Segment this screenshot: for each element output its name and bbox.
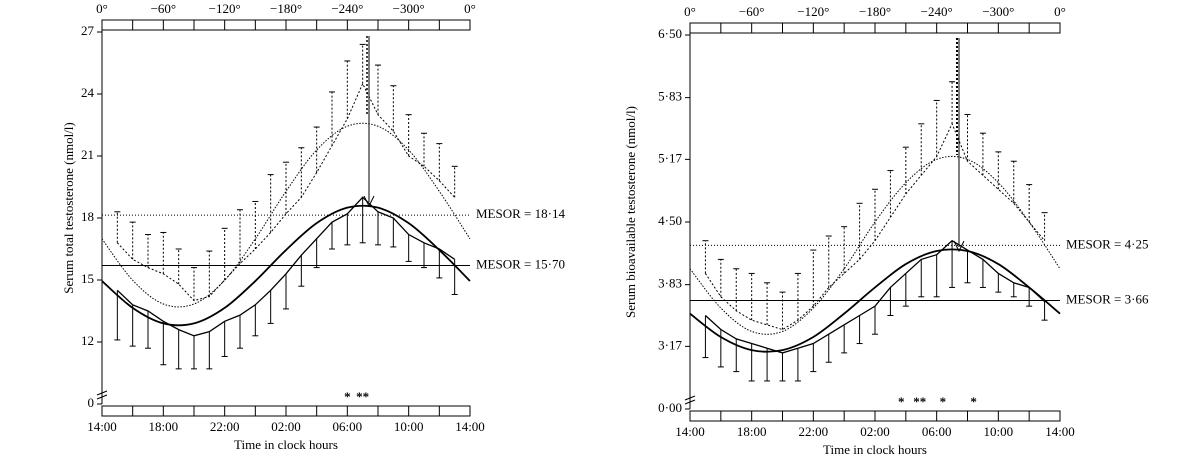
x-tick-label: 14:00 [455, 419, 485, 434]
significance-mark: * [898, 394, 905, 409]
y-tick-label: 27 [81, 23, 95, 38]
fitted-curve [101, 122, 471, 308]
mesor-label: MESOR = 3·66 [1066, 292, 1149, 307]
mesor-label: MESOR = 15·70 [476, 257, 565, 272]
top-tick-label: −300° [982, 4, 1014, 19]
x-tick-label: 14:00 [1045, 424, 1075, 439]
top-tick-label: −240° [331, 1, 363, 16]
top-tick-label: 0° [1054, 4, 1066, 19]
x-tick-label: 14:00 [87, 419, 117, 434]
x-tick-label: 06:00 [922, 424, 952, 439]
top-tick-label: 0° [684, 4, 696, 19]
x-tick-label: 02:00 [860, 424, 890, 439]
top-tick-label: −120° [209, 1, 241, 16]
y-tick-label: 5·17 [658, 150, 682, 165]
significance-mark: ** [356, 389, 369, 404]
y-tick-label: 12 [81, 333, 94, 348]
top-tick-label: 0° [464, 1, 476, 16]
x-axis-label: Time in clock hours [234, 437, 338, 452]
x-tick-label: 14:00 [675, 424, 705, 439]
data-line [116, 196, 456, 337]
x-tick-label: 10:00 [984, 424, 1014, 439]
axis-break [684, 395, 696, 405]
y-axis-label: Serum bioavailable testosterone (nmol/l) [623, 106, 638, 318]
top-tick-label: −180° [859, 4, 891, 19]
fitted-curve [689, 248, 1061, 353]
y-tick-label: 0·00 [658, 400, 682, 415]
x-tick-label: 02:00 [271, 419, 301, 434]
mesor-label: MESOR = 4·25 [1066, 236, 1148, 251]
y-tick-label: 6·50 [658, 26, 682, 41]
data-line [704, 122, 1045, 331]
axis-break [96, 390, 108, 400]
y-tick-label: 24 [81, 85, 95, 100]
mesor-label: MESOR = 18·14 [476, 206, 565, 221]
y-axis-label: Serum total testosterone (nmol/l) [61, 122, 76, 294]
top-tick-label: −300° [393, 1, 425, 16]
top-tick-label: −180° [270, 1, 302, 16]
x-tick-label: 06:00 [333, 419, 363, 434]
fitted-curve [101, 204, 471, 327]
data-line [704, 239, 1046, 354]
top-tick-label: −120° [797, 4, 829, 19]
top-tick-label: −60° [739, 4, 765, 19]
y-tick-label: 4·50 [658, 213, 682, 228]
y-tick-label: 21 [81, 147, 94, 162]
y-tick-label: 15 [81, 271, 94, 286]
significance-mark: ** [913, 394, 926, 409]
data-line [116, 82, 456, 302]
significance-mark: * [940, 394, 947, 409]
top-tick-label: −60° [151, 1, 177, 16]
x-tick-label: 22:00 [210, 419, 240, 434]
y-tick-label: 3·83 [658, 276, 682, 291]
y-tick-label: 3·17 [658, 337, 682, 352]
x-tick-label: 18:00 [149, 419, 179, 434]
x-tick-label: 22:00 [799, 424, 829, 439]
top-tick-label: −240° [921, 4, 953, 19]
x-tick-label: 18:00 [737, 424, 767, 439]
top-tick-label: 0° [96, 1, 108, 16]
fitted-curve [689, 155, 1061, 335]
y-tick-label: 18 [81, 209, 94, 224]
x-tick-label: 10:00 [394, 419, 424, 434]
significance-mark: * [344, 389, 351, 404]
arrow-head [953, 240, 965, 253]
significance-mark: * [970, 394, 977, 409]
y-tick-label: 5·83 [658, 89, 682, 104]
y-tick-label: 0 [88, 395, 95, 410]
x-axis-label: Time in clock hours [823, 442, 927, 457]
